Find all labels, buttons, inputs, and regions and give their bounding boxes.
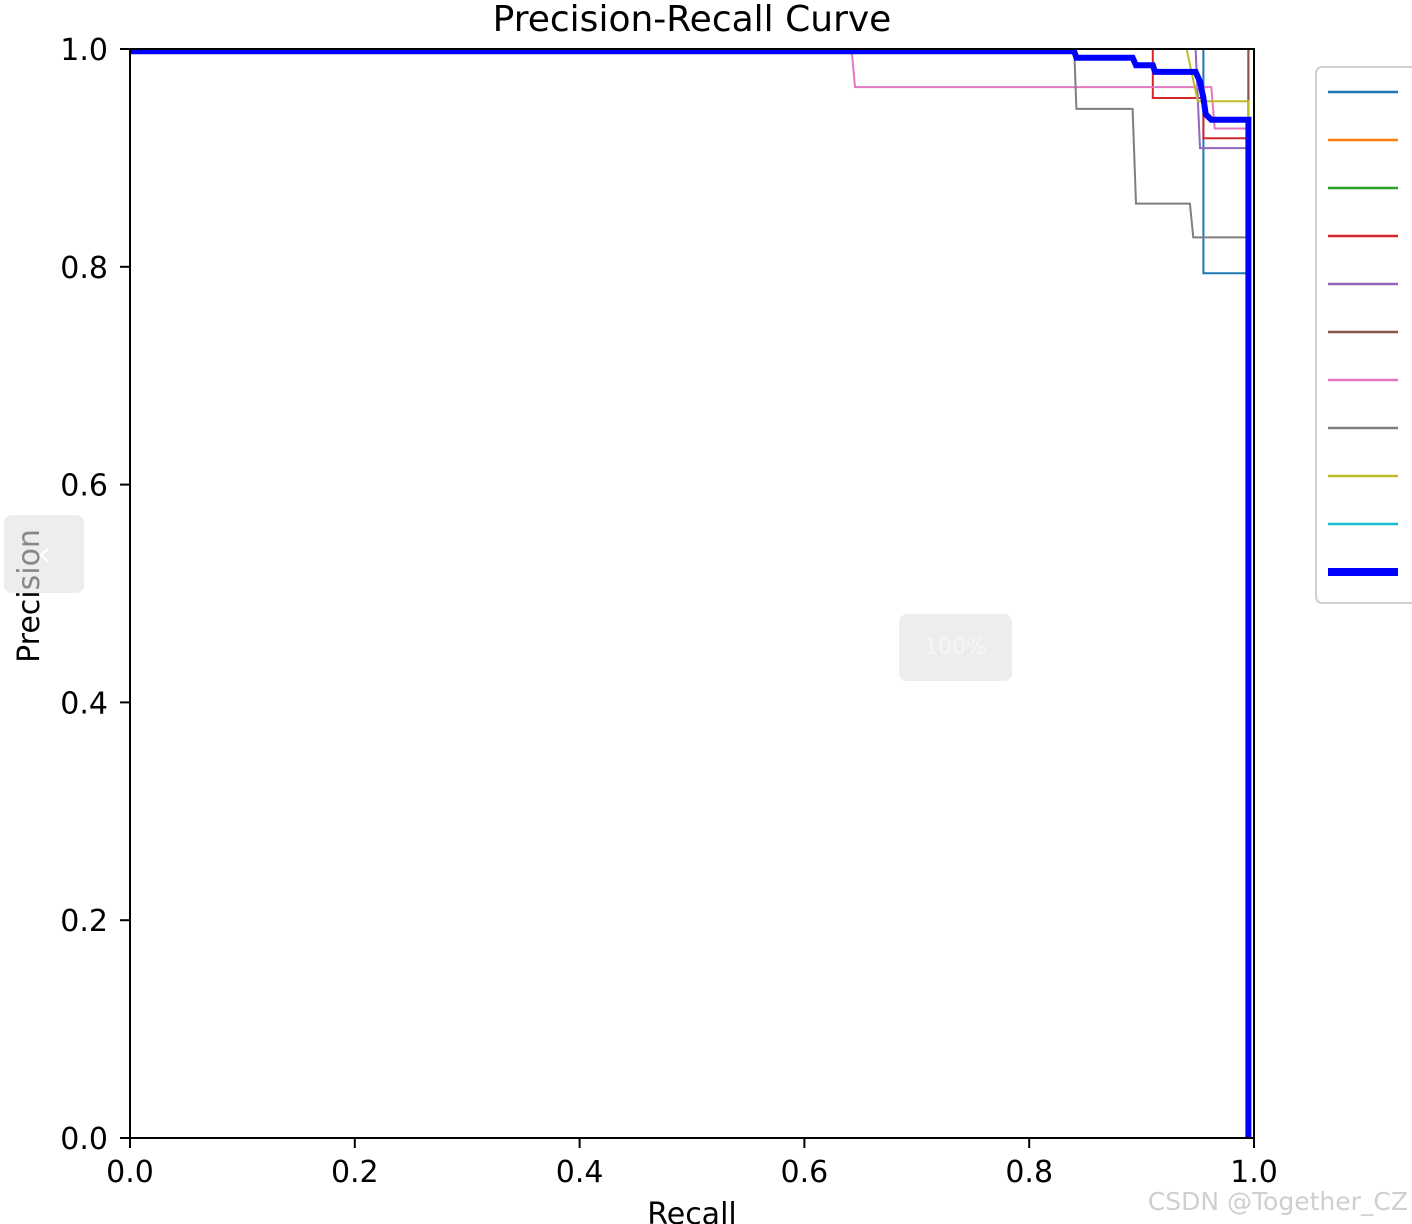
series-line-1 [130,48,1250,1138]
y-axis-ticks: 0.0 0.2 0.4 0.6 0.8 1.0 [60,33,130,1157]
zoom-level-text: 100% [924,635,987,660]
y-tick-label: 0.8 [60,251,108,286]
series-line-4 [130,48,1250,1138]
y-tick-label: 0.6 [60,469,108,504]
legend-box [1315,66,1412,604]
chart-title: Precision-Recall Curve [493,0,892,40]
watermark: CSDN @Together_CZ [1147,1187,1408,1216]
x-tick-label: 0.2 [331,1155,379,1190]
y-tick-label: 0.0 [60,1122,108,1157]
previous-image-button[interactable]: ‹ [4,515,84,593]
y-tick-label: 0.4 [60,686,108,721]
series-line-3 [130,48,1250,1138]
series-line-6 [130,48,1250,1138]
legend-items [1328,90,1398,576]
legend [1315,66,1412,604]
x-axis-ticks: 0.0 0.2 0.4 0.6 0.8 1.0 [106,1138,1278,1190]
y-tick-label: 0.2 [60,904,108,939]
series-line-11 [130,48,1252,1138]
x-tick-label: 1.0 [1230,1155,1278,1190]
series-line-7 [130,48,1250,1138]
x-tick-label: 0.4 [556,1155,604,1190]
chevron-left-icon: ‹ [37,534,51,574]
x-axis-label: Recall [647,1197,737,1224]
series-line-5 [130,48,1250,1138]
series-line-9 [130,48,1250,1138]
series-line-10 [130,48,1255,1138]
series-line-8 [130,48,1250,1138]
y-tick-label: 1.0 [60,33,108,68]
plot-frame [129,48,1255,1139]
zoom-level-badge: 100% [899,614,1012,681]
series-layer [130,48,1255,1138]
x-tick-label: 0.0 [106,1155,154,1190]
series-line-2 [130,48,1250,1138]
x-tick-label: 0.6 [781,1155,829,1190]
x-tick-label: 0.8 [1005,1155,1053,1190]
